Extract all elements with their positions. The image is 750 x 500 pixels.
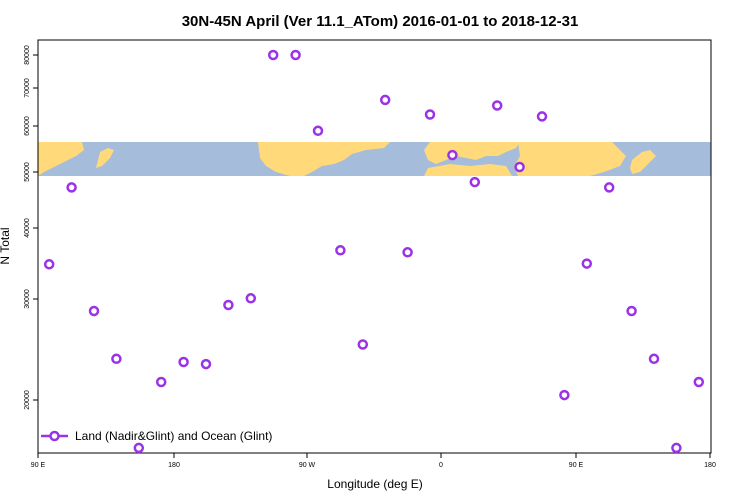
- y-axis-label: N Total: [0, 227, 12, 264]
- data-point: [245, 293, 257, 304]
- x-tick: 90 E: [31, 453, 46, 469]
- data-point: [603, 182, 615, 193]
- y-tick: 80000: [24, 45, 38, 65]
- y-tick: 60000: [24, 116, 38, 136]
- data-point: [648, 353, 660, 365]
- data-point: [379, 94, 391, 106]
- x-axis-label: Longitude (deg E): [327, 477, 422, 491]
- map-land-north-america: [258, 142, 390, 176]
- x-tick: 0: [439, 453, 443, 469]
- data-point: [447, 149, 458, 161]
- y-tick: 50000: [24, 162, 38, 182]
- data-point: [88, 305, 100, 317]
- y-tick-label: 40000: [24, 218, 31, 238]
- data-point: [424, 109, 436, 120]
- legend-marker: [49, 430, 60, 442]
- y-tick-label: 30000: [24, 289, 31, 309]
- x-tick: 180: [704, 453, 716, 469]
- data-point: [626, 305, 637, 317]
- y-tick: 40000: [24, 218, 38, 238]
- x-tick-label: 90 W: [299, 462, 316, 469]
- x-tick-label: 90 E: [31, 462, 46, 469]
- data-point: [671, 442, 682, 454]
- map-land-asia-right: [514, 142, 626, 176]
- x-tick-label: 0: [439, 462, 443, 469]
- map-land-europe: [424, 142, 520, 164]
- data-point: [133, 442, 145, 454]
- map-land-asia-left: [38, 142, 84, 176]
- y-axis: 20000 30000 40000 50000 60000 70000 8000…: [24, 45, 38, 410]
- x-tick: 90 W: [299, 453, 316, 469]
- data-point: [43, 259, 55, 270]
- data-point: [335, 245, 346, 256]
- x-tick: 90 E: [569, 453, 584, 469]
- legend: Land (Nadir&Glint) and Ocean (Glint): [41, 429, 272, 443]
- data-point: [223, 299, 234, 311]
- data-point: [312, 125, 324, 137]
- data-point: [111, 353, 122, 365]
- data-point: [290, 49, 301, 61]
- y-tick: 30000: [24, 289, 38, 309]
- map-land-japan-left: [96, 148, 114, 168]
- chart-title: 30N-45N April (Ver 11.1_ATom) 2016-01-01…: [182, 13, 579, 30]
- data-point: [536, 111, 548, 122]
- data-point: [66, 182, 77, 193]
- data-point: [200, 358, 212, 370]
- data-point: [357, 339, 369, 350]
- y-tick-label: 70000: [24, 78, 31, 98]
- plot-frame: [37, 39, 712, 454]
- x-tick-label: 180: [168, 462, 180, 469]
- data-point: [178, 356, 189, 368]
- x-tick-label: 90 E: [569, 462, 584, 469]
- world-map-band: [38, 142, 711, 176]
- y-tick: 20000: [24, 390, 38, 410]
- y-tick-label: 80000: [24, 45, 31, 65]
- legend-label: Land (Nadir&Glint) and Ocean (Glint): [75, 429, 272, 443]
- y-tick: 70000: [24, 78, 38, 98]
- data-point: [402, 247, 413, 258]
- data-point: [155, 376, 167, 388]
- data-point: [469, 176, 481, 188]
- data-point: [693, 376, 705, 388]
- y-tick-label: 50000: [24, 162, 31, 182]
- x-tick: 180: [168, 453, 180, 469]
- data-point: [514, 161, 525, 173]
- data-points: [43, 49, 705, 454]
- map-land-africa-mideast: [424, 164, 512, 176]
- data-point: [267, 49, 279, 61]
- data-point: [581, 258, 593, 269]
- y-tick-label: 20000: [24, 390, 31, 410]
- map-land-japan-right: [630, 150, 656, 174]
- x-axis: 90 E 180 90 W 0 90 E 180: [31, 453, 716, 469]
- data-point: [491, 100, 503, 111]
- data-point: [559, 389, 570, 401]
- y-tick-label: 60000: [24, 116, 31, 136]
- x-tick-label: 180: [704, 462, 716, 469]
